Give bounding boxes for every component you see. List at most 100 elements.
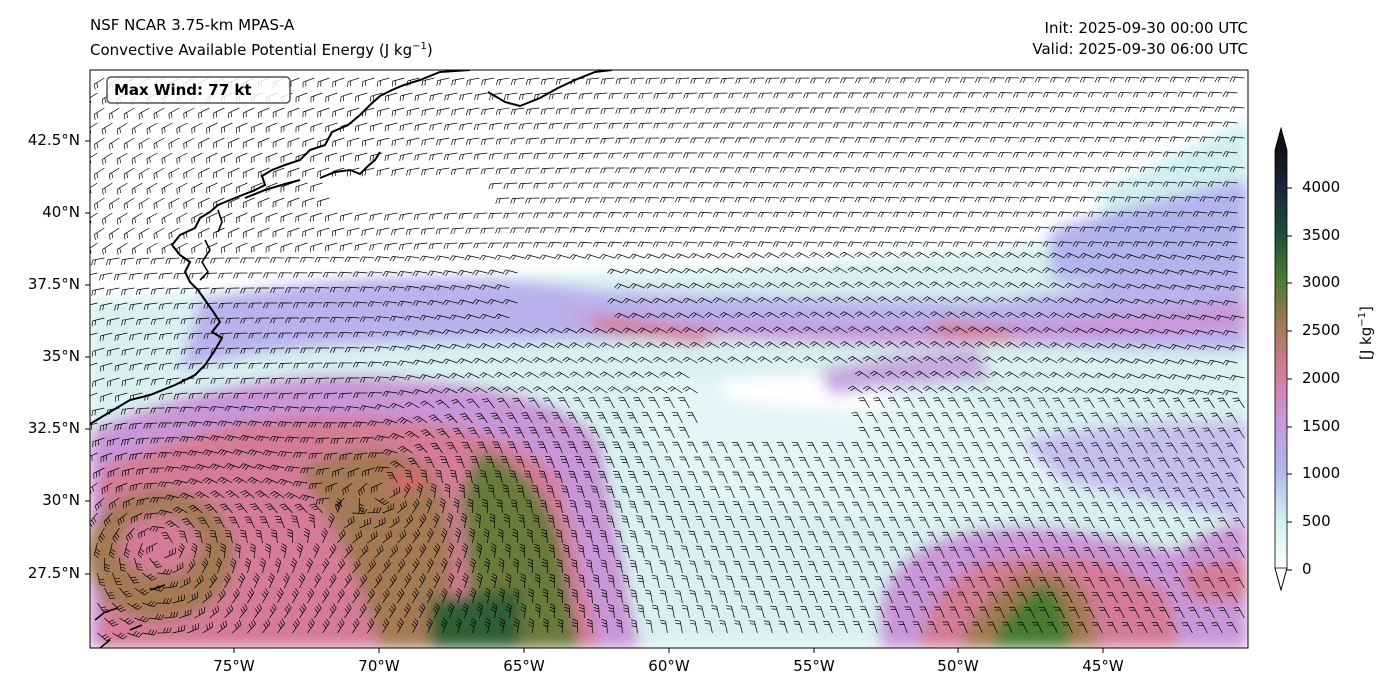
wind-barb	[1229, 315, 1245, 321]
wind-barb	[399, 92, 413, 102]
wind-barb	[844, 606, 855, 619]
wind-barb	[1117, 121, 1133, 128]
wind-barb	[824, 137, 840, 143]
wind-barb	[232, 420, 248, 427]
wind-barb	[165, 287, 180, 295]
wind-barb	[780, 77, 795, 84]
wind-barb	[374, 497, 389, 505]
wind-barb	[522, 441, 533, 454]
wind-barb	[436, 107, 450, 116]
wind-barb	[584, 227, 600, 233]
wind-barb	[1165, 472, 1178, 484]
wind-barb	[299, 287, 315, 293]
wind-barb	[573, 426, 585, 439]
wind-barb	[1135, 472, 1148, 484]
wind-barb	[1203, 577, 1215, 589]
wind-barb	[1127, 397, 1140, 409]
wind-barb	[187, 421, 203, 428]
wind-barb	[1061, 621, 1073, 634]
wind-barb	[503, 182, 518, 190]
wind-barb	[844, 516, 855, 529]
wind-barb	[675, 137, 690, 144]
wind-barb	[937, 122, 953, 128]
wind-barb	[712, 297, 728, 304]
wind-barb	[450, 227, 465, 235]
wind-barb	[1113, 547, 1125, 559]
wind-barb	[622, 241, 638, 248]
wind-barb	[488, 152, 503, 160]
wind-barb	[563, 92, 578, 100]
wind-barb	[1113, 487, 1125, 499]
wind-barb	[114, 302, 128, 311]
wind-barb	[425, 497, 433, 514]
wind-barb	[359, 544, 369, 559]
wind-barb	[832, 326, 848, 334]
wind-barb	[419, 374, 435, 380]
wind-barb	[112, 572, 123, 585]
wind-barb	[121, 317, 135, 326]
wind-barb	[399, 152, 413, 161]
wind-barb	[1034, 282, 1050, 289]
wind-barb	[704, 341, 720, 349]
wind-barb	[136, 497, 150, 506]
wind-barb	[562, 241, 578, 248]
wind-barb	[1072, 211, 1088, 218]
wind-barb	[615, 589, 623, 604]
wind-barb	[307, 332, 323, 339]
field-name-prefix: Convective Available Potential Energy (J…	[90, 41, 413, 59]
wind-barb	[772, 211, 788, 218]
wind-barb	[922, 181, 938, 188]
wind-barb	[629, 530, 638, 544]
wind-barb	[1154, 226, 1170, 232]
wind-barb	[1072, 267, 1088, 274]
wind-barb	[599, 371, 615, 379]
wind-barb	[678, 426, 690, 439]
wind-barb	[102, 242, 113, 255]
wind-barb	[974, 136, 990, 143]
wind-barb	[645, 167, 660, 174]
wind-barb	[642, 471, 653, 484]
wind-barb	[645, 619, 653, 634]
wind-barb	[93, 167, 105, 180]
wind-barb	[492, 441, 503, 454]
wind-barb	[262, 477, 278, 485]
wind-barb	[799, 546, 810, 559]
wind-barb	[578, 603, 585, 619]
wind-barb	[428, 212, 443, 220]
wind-barb	[280, 182, 293, 193]
wind-barb	[734, 226, 750, 233]
wind-barb	[399, 122, 413, 132]
wind-barb	[1004, 77, 1020, 83]
wind-barb	[1057, 151, 1073, 158]
wind-barb	[869, 226, 885, 233]
wind-barb	[1210, 412, 1223, 424]
lat-label: 37.5°N	[27, 275, 80, 293]
wind-barb	[1136, 532, 1148, 544]
wind-barb	[1087, 267, 1103, 274]
lon-label: 75°W	[213, 657, 255, 675]
wind-barb	[1057, 327, 1073, 334]
wind-barb	[1132, 358, 1148, 365]
wind-barb	[636, 574, 645, 589]
wind-barb	[1218, 607, 1230, 619]
wind-barb	[1034, 196, 1050, 203]
wind-barb	[1061, 591, 1073, 604]
wind-barb	[187, 478, 203, 485]
wind-barb	[127, 630, 143, 638]
wind-barb	[382, 300, 398, 307]
lat-label: 40°N	[42, 203, 80, 221]
wind-barb	[919, 606, 930, 619]
wind-barb	[112, 527, 120, 543]
wind-barb	[302, 197, 315, 208]
wind-barb	[1019, 136, 1035, 143]
wind-barb	[1031, 561, 1043, 574]
wind-barb	[510, 197, 525, 204]
wind-barb	[1012, 241, 1028, 247]
wind-barb	[1233, 577, 1245, 589]
wind-barb	[623, 152, 638, 159]
field-name: Convective Available Potential Energy (J…	[90, 36, 433, 61]
wind-barb	[92, 377, 105, 388]
wind-barb	[1094, 106, 1110, 113]
wind-barb	[1184, 166, 1200, 173]
wind-barb	[959, 107, 975, 113]
